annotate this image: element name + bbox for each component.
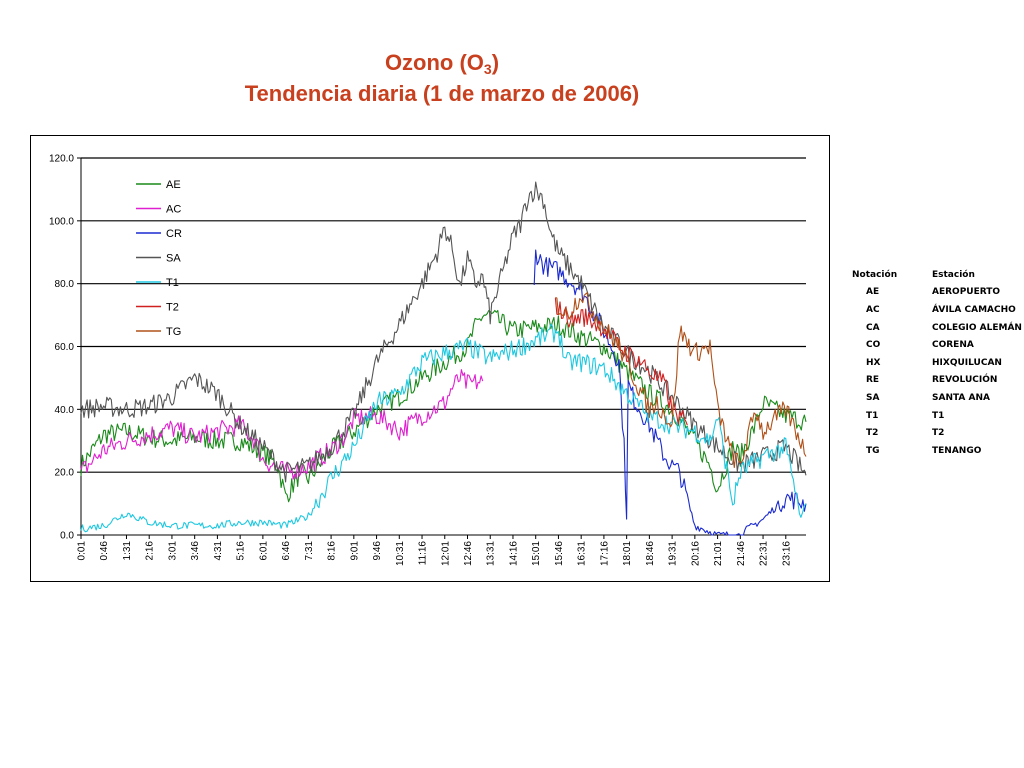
- chart-frame: 0.0 20.0 40.0 60.0 80.0 100.0 120.0 0:01 0:46 1:3…: [30, 135, 830, 582]
- series-line-t1: [80, 323, 807, 533]
- legend-label: SA: [166, 253, 181, 265]
- stations-row: T1 T1: [848, 407, 1022, 425]
- station-code: T1: [866, 410, 879, 421]
- y-tick-label: 120.0: [49, 154, 74, 165]
- series-line-ae: [80, 309, 807, 503]
- chart-title-line2: Tendencia diaria (1 de marzo de 2006): [244, 81, 640, 106]
- title-subscript: 3: [483, 61, 492, 77]
- x-tick-label: 17:16: [599, 541, 610, 566]
- x-tick-label: 0:01: [77, 541, 88, 561]
- stations-row: CA COLEGIO ALEMÁN: [848, 319, 1022, 337]
- station-name: CORENA: [932, 340, 974, 351]
- x-tick-label: 6:46: [281, 541, 292, 561]
- station-name: ÁVILA CAMACHO: [932, 304, 1016, 315]
- stations-row: TG TENANGO: [848, 442, 1022, 460]
- station-name: TENANGO: [932, 445, 982, 456]
- station-name: SANTA ANA: [932, 392, 990, 403]
- title-prefix: Ozono (O: [384, 50, 484, 75]
- x-tick-label: 19:31: [668, 541, 679, 566]
- x-tick-label: 0:46: [99, 541, 110, 561]
- station-name: AEROPUERTO: [932, 287, 1001, 298]
- legend-label: AE: [166, 179, 181, 191]
- station-name: COLEGIO ALEMÁN: [932, 322, 1022, 333]
- header-station: Estación: [932, 269, 975, 280]
- y-tick-label: 60.0: [55, 342, 75, 353]
- x-tick-label: 15:01: [531, 541, 542, 566]
- stations-row: AE AEROPUERTO: [848, 284, 1022, 302]
- stations-row: T2 T2: [848, 424, 1022, 442]
- stations-row: HX HIXQUILUCAN: [848, 354, 1022, 372]
- title-suffix: ): [491, 50, 500, 75]
- station-name: T2: [932, 428, 945, 439]
- stations-header-row: Notación Estación: [848, 266, 1022, 284]
- x-tick-label: 6:01: [258, 541, 269, 561]
- station-code: AC: [866, 304, 880, 315]
- x-tick-label: 5:16: [236, 541, 247, 561]
- chart-title-line1: Ozono (O3): [0, 50, 884, 77]
- series-line-t2: [554, 298, 688, 426]
- header-notation: Notación: [852, 269, 898, 280]
- x-tick-label: 18:01: [622, 541, 633, 566]
- x-tick-label: 23:16: [781, 541, 792, 566]
- stations-table: Notación Estación AE AEROPUERTO AC ÁVILA CA…: [848, 266, 1022, 460]
- x-tick-label: 18:46: [645, 541, 656, 566]
- station-code: CA: [866, 322, 880, 333]
- x-tick-label: 13:31: [486, 541, 497, 566]
- series-line-sa: [80, 181, 807, 483]
- series-line-ac: [80, 369, 484, 480]
- y-tick-label: 100.0: [49, 216, 74, 227]
- ozone-line-chart: 0.0 20.0 40.0 60.0 80.0 100.0 120.0 0:01 0:46 1:3…: [49, 154, 807, 566]
- legend-label: TG: [166, 326, 181, 338]
- x-tick-label: 22:31: [759, 541, 770, 566]
- x-tick-label: 9:01: [349, 541, 360, 561]
- station-name: REVOLUCIÓN: [932, 375, 998, 386]
- series-line-cr: [533, 249, 807, 536]
- stations-row: AC ÁVILA CAMACHO: [848, 301, 1022, 319]
- x-tick-label: 7:31: [304, 541, 315, 561]
- series-line-tg: [555, 292, 807, 469]
- y-tick-label: 20.0: [55, 468, 75, 479]
- station-name: T1: [932, 410, 945, 421]
- x-tick-label: 2:16: [145, 541, 156, 561]
- stations-row: CO CORENA: [848, 336, 1022, 354]
- legend-label: CR: [166, 228, 182, 240]
- x-tick-label: 4:31: [213, 541, 224, 561]
- legend-label: T2: [166, 302, 179, 314]
- x-tick-label: 21:46: [736, 541, 747, 566]
- x-tick-label: 12:46: [463, 541, 474, 566]
- x-tick-label: 20:16: [690, 541, 701, 566]
- x-tick-label: 9:46: [372, 541, 383, 561]
- x-tick-label: 3:46: [190, 541, 201, 561]
- stations-row: RE REVOLUCIÓN: [848, 372, 1022, 390]
- station-name: HIXQUILUCAN: [932, 357, 1002, 368]
- stations-row: SA SANTA ANA: [848, 389, 1022, 407]
- station-code: SA: [866, 392, 880, 403]
- x-tick-label: 8:16: [327, 541, 338, 561]
- legend-label: T1: [166, 277, 179, 289]
- y-tick-label: 80.0: [55, 279, 75, 290]
- x-tick-label: 10:31: [395, 541, 406, 566]
- y-tick-label: 40.0: [55, 405, 75, 416]
- x-tick-label: 16:31: [577, 541, 588, 566]
- station-code: CO: [866, 340, 881, 351]
- x-tick-label: 11:16: [418, 541, 429, 566]
- x-tick-label: 12:01: [440, 541, 451, 566]
- station-code: T2: [866, 428, 879, 439]
- station-code: HX: [866, 357, 881, 368]
- x-tick-label: 21:01: [713, 541, 724, 566]
- x-tick-label: 3:01: [167, 541, 178, 561]
- station-code: AE: [866, 287, 880, 298]
- station-code: TG: [866, 445, 880, 456]
- x-tick-label: 14:16: [508, 541, 519, 566]
- x-tick-label: 1:31: [122, 541, 133, 561]
- station-code: RE: [866, 375, 880, 386]
- x-tick-label: 15:46: [554, 541, 565, 566]
- y-tick-label: 0.0: [60, 531, 74, 542]
- legend-label: AC: [166, 204, 181, 216]
